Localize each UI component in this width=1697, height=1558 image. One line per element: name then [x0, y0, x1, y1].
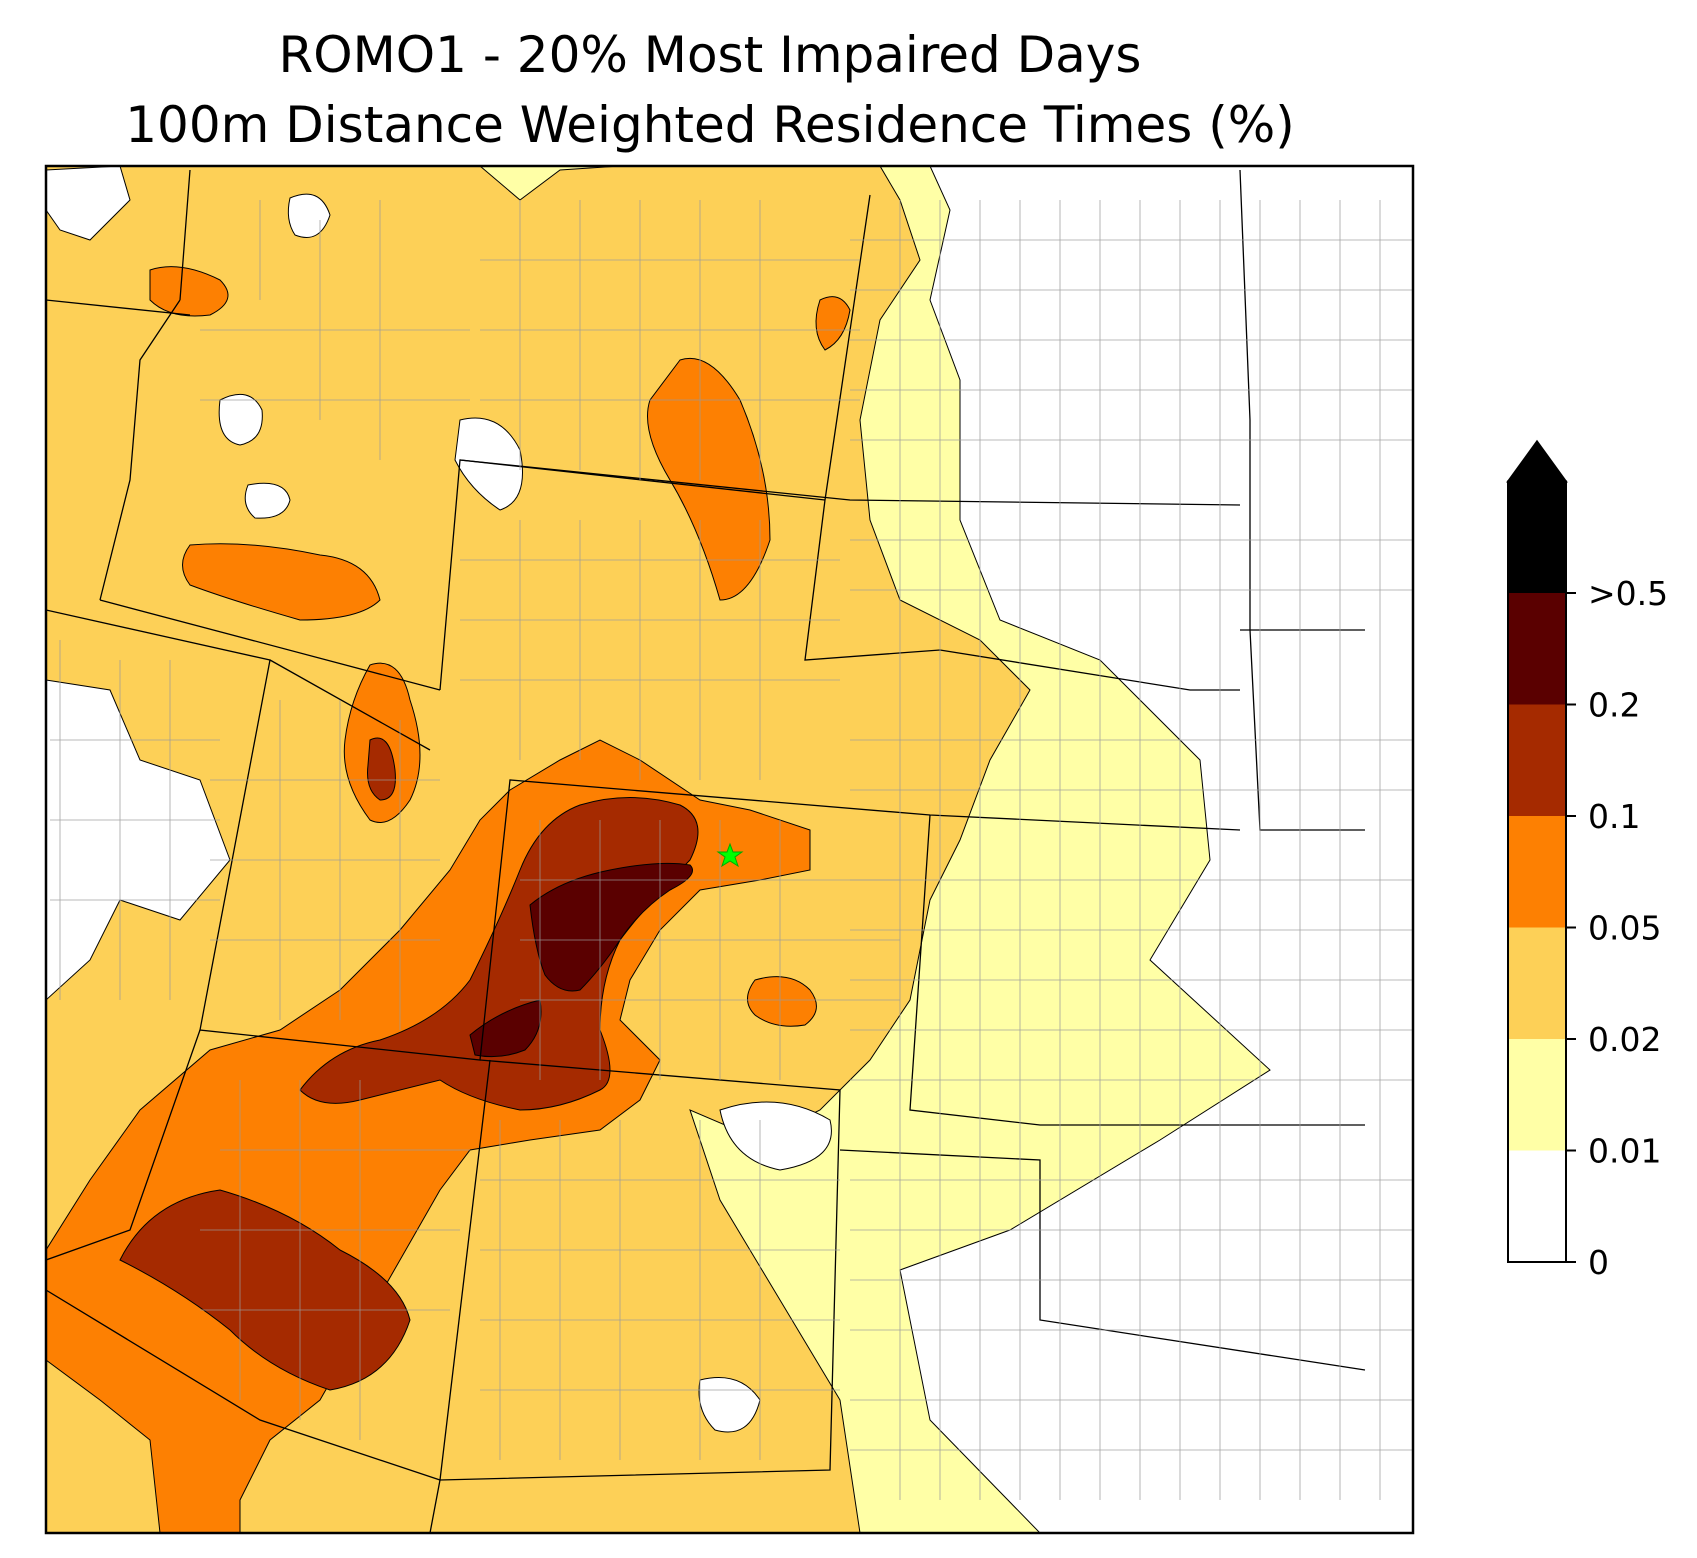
contour-hole-montana — [287, 193, 331, 238]
map-title-line-2: 100m Distance Weighted Residence Times (… — [125, 96, 1295, 154]
colorbar-label: 0 — [1588, 1243, 1609, 1282]
romo1-site-star — [716, 842, 744, 868]
colorbar-outline — [1507, 480, 1567, 1263]
contour-pocket-02-south — [469, 999, 542, 1058]
contour-pocket-idaho — [182, 543, 381, 621]
colorbar-label: 0.02 — [1588, 1020, 1661, 1059]
contour-hole-idaho — [218, 393, 263, 446]
colorbar-extend-arrow — [1506, 439, 1568, 483]
contour-pocket-01-utah — [367, 737, 396, 801]
colorbar-label: 0.05 — [1588, 909, 1661, 948]
colorbar: 0 0.01 0.02 0.05 0.1 0.2 >0.5 — [1506, 439, 1668, 1282]
colorbar-segment — [1508, 816, 1566, 928]
map-panel — [46, 166, 1413, 1533]
contour-hole-wy — [454, 417, 523, 511]
contour-pocket-co-east — [747, 976, 817, 1027]
colorbar-segment — [1508, 481, 1566, 593]
county-borders — [50, 200, 1413, 1500]
contour-hole-nm — [698, 1377, 761, 1433]
colorbar-segment — [1508, 593, 1566, 705]
map-frame — [44, 164, 1415, 1535]
state-borders — [46, 169, 1366, 1533]
colorbar-segment — [1508, 927, 1566, 1039]
map-title-line-1: ROMO1 - 20% Most Impaired Days — [278, 26, 1142, 84]
colorbar-label: 0.01 — [1588, 1132, 1661, 1171]
colorbar-label: 0.1 — [1588, 797, 1640, 836]
colorbar-segment — [1508, 1150, 1566, 1262]
contour-band-02 — [529, 862, 693, 992]
contour-hole-co-se — [719, 1101, 832, 1171]
colorbar-label: 0.2 — [1588, 686, 1640, 725]
contour-hole-west — [46, 679, 231, 1001]
colorbar-label: >0.5 — [1588, 574, 1668, 613]
colorbar-segment — [1508, 1039, 1566, 1151]
contour-pocket-sd — [815, 296, 851, 351]
contour-band-01 — [119, 1189, 411, 1391]
contour-hole-nw — [46, 166, 131, 241]
colorbar-segment — [1508, 704, 1566, 816]
contour-hole-idaho-2 — [244, 482, 291, 519]
